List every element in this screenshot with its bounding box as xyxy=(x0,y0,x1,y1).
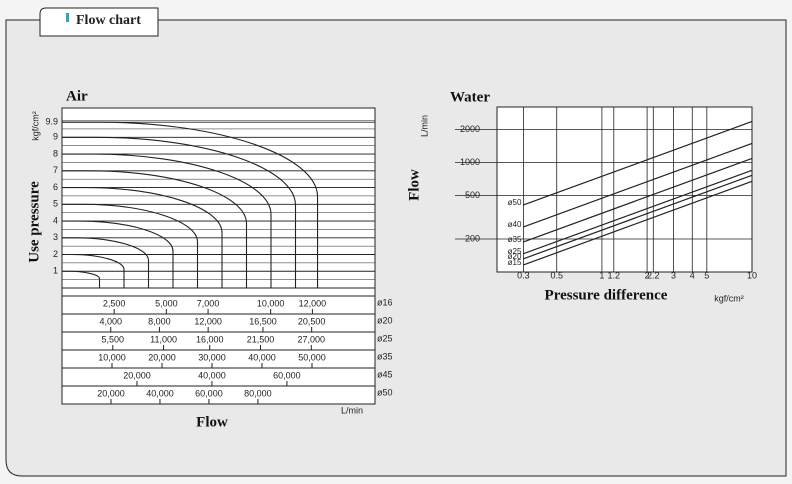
x-tick-label: 10 xyxy=(747,270,757,280)
series-line xyxy=(523,169,753,255)
flow-curve xyxy=(62,253,125,288)
scale-name: ø45 xyxy=(377,369,393,379)
series-line xyxy=(523,157,753,243)
y-unit: kgf/cm² xyxy=(30,111,40,141)
x-tick-label: 2 xyxy=(645,270,650,280)
x-tick-label: 0.3 xyxy=(517,270,530,280)
scale-tick-label: 21,500 xyxy=(247,334,275,344)
y-tick-label: 3 xyxy=(53,232,58,242)
scale-tick-label: 40,000 xyxy=(198,370,226,380)
chart-title: Water xyxy=(450,89,490,105)
y-tick-label: 1 xyxy=(53,266,58,276)
series-line xyxy=(523,174,753,260)
scale-tick-label: 27,000 xyxy=(298,334,326,344)
series-line xyxy=(523,180,753,266)
scale-tick-label: 10,000 xyxy=(257,298,285,308)
y-tick-label: 9 xyxy=(53,132,58,142)
series-line xyxy=(523,142,753,228)
scale-tick-label: 20,500 xyxy=(298,316,326,326)
scale-tick-label: 20,000 xyxy=(123,370,151,380)
flow-curve xyxy=(62,136,297,288)
scale-tick-label: 2,500 xyxy=(103,298,126,308)
series-label: ø35 xyxy=(508,235,522,244)
series-label: ø25 xyxy=(508,247,522,256)
scale-tick-label: 60,000 xyxy=(273,370,301,380)
y-tick-label: 8 xyxy=(53,148,58,158)
y-tick-label: 6 xyxy=(53,182,58,192)
flow-curve xyxy=(62,203,199,288)
y-tick-label: 500 xyxy=(465,190,480,200)
scale-tick-label: 16,000 xyxy=(196,334,224,344)
x-axis-label: Flow xyxy=(196,414,228,430)
x-unit: kgf/cm² xyxy=(714,293,744,303)
series-label: ø40 xyxy=(508,220,522,229)
scale-tick-label: 40,000 xyxy=(146,388,174,398)
scale-tick-label: 7,000 xyxy=(197,298,220,308)
y-tick-label: 2 xyxy=(53,249,58,259)
x-tick-label: 5 xyxy=(704,270,709,280)
scale-tick-label: 10,000 xyxy=(98,352,126,362)
scale-tick-label: 20,000 xyxy=(148,352,176,362)
scale-tick-label: 4,000 xyxy=(99,316,122,326)
x-tick-label: 0.5 xyxy=(550,270,563,280)
flow-curve xyxy=(62,170,248,288)
y-axis-label: Use pressure xyxy=(26,181,42,263)
x-tick-label: 1.2 xyxy=(608,270,621,280)
scale-name: ø20 xyxy=(377,315,393,325)
scale-tick-label: 20,000 xyxy=(97,388,125,398)
scale-tick-label: 50,000 xyxy=(298,352,326,362)
scale-tick-label: 30,000 xyxy=(198,352,226,362)
series-label: ø20 xyxy=(508,252,522,261)
y-tick-label: 7 xyxy=(53,165,58,175)
scale-tick-label: 8,000 xyxy=(148,316,171,326)
flow-curve xyxy=(62,121,319,288)
x-unit: L/min xyxy=(341,405,363,415)
tab-title[interactable]: Flow chart xyxy=(76,13,141,28)
tab-marker xyxy=(66,13,69,22)
y-tick-label: 5 xyxy=(53,199,58,209)
scale-tick-label: 12,000 xyxy=(299,298,327,308)
x-axis-label: Pressure difference xyxy=(545,287,668,303)
scale-tick-label: 12,000 xyxy=(194,316,222,326)
y-tick-label: 9.9 xyxy=(45,117,58,127)
y-unit: L/min xyxy=(419,115,429,137)
scale-name: ø16 xyxy=(377,297,393,307)
series-label: ø15 xyxy=(508,258,522,267)
flow-curve xyxy=(62,153,272,288)
x-tick-label: 3 xyxy=(671,270,676,280)
tab[interactable] xyxy=(39,7,159,37)
x-tick-label: 4 xyxy=(690,270,695,280)
y-tick-label: 200 xyxy=(465,233,480,243)
scale-tick-label: 5,000 xyxy=(155,298,178,308)
flow-curve xyxy=(62,237,150,288)
scale-tick-label: 60,000 xyxy=(195,388,223,398)
y-tick-label: 2000 xyxy=(460,124,480,134)
air-plot-area xyxy=(61,107,376,405)
chart-title: Air xyxy=(66,88,88,104)
scale-name: ø35 xyxy=(377,351,393,361)
series-line xyxy=(523,120,753,206)
scale-tick-label: 80,000 xyxy=(244,388,272,398)
flow-curve xyxy=(62,270,101,288)
x-tick-label: 1 xyxy=(599,270,604,280)
scale-name: ø25 xyxy=(377,333,393,343)
y-tick-label: 1000 xyxy=(460,157,480,167)
scale-tick-label: 11,000 xyxy=(150,334,177,344)
y-tick-label: 4 xyxy=(53,215,58,225)
scale-tick-label: 16,500 xyxy=(249,316,277,326)
y-axis-label: Flow xyxy=(406,169,422,201)
series-label: ø50 xyxy=(508,198,522,207)
x-tick-label: 2.2 xyxy=(647,270,660,280)
scale-tick-label: 40,000 xyxy=(248,352,276,362)
flow-curve xyxy=(62,186,223,288)
flow-curve xyxy=(62,220,174,288)
scale-tick-label: 5,500 xyxy=(102,334,125,344)
scale-name: ø50 xyxy=(377,387,393,397)
